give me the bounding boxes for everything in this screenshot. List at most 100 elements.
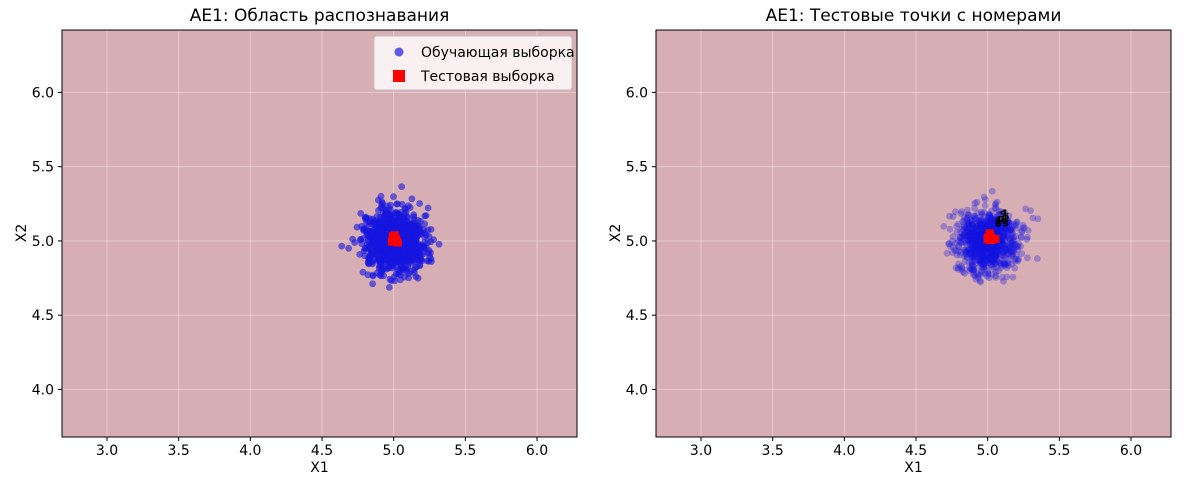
- train-point: [999, 259, 1007, 267]
- train-point: [987, 220, 995, 227]
- train-point: [964, 227, 971, 235]
- train-point: [961, 258, 969, 266]
- train-point: [973, 230, 981, 238]
- x-axis-label-left: X1: [310, 460, 329, 476]
- train-point: [978, 242, 986, 249]
- train-point: [977, 213, 985, 221]
- train-point: [987, 261, 995, 269]
- train-point: [1005, 212, 1013, 220]
- train-point: [997, 259, 1004, 267]
- train-point: [361, 252, 369, 260]
- train-point: [984, 270, 992, 278]
- train-point: [995, 243, 1003, 251]
- train-point: [1008, 223, 1015, 231]
- train-point: [983, 221, 991, 229]
- train-point: [997, 244, 1005, 252]
- x-tick-label: 4.0: [833, 443, 855, 459]
- x-tick-label: 4.5: [311, 443, 333, 459]
- train-point: [957, 228, 964, 236]
- train-point: [968, 237, 976, 245]
- train-point: [1001, 236, 1009, 244]
- train-point: [985, 244, 992, 252]
- train-point: [960, 236, 968, 243]
- train-point: [983, 217, 991, 225]
- x-tick-label: 5.0: [977, 443, 999, 459]
- train-point: [971, 241, 979, 249]
- train-point: [980, 255, 987, 263]
- train-point: [976, 277, 984, 285]
- train-point: [981, 222, 989, 230]
- train-point: [1009, 273, 1017, 281]
- y-tick-label: 5.0: [32, 234, 54, 250]
- train-point: [987, 244, 994, 252]
- train-point: [999, 248, 1007, 256]
- train-point: [1003, 218, 1011, 226]
- train-point: [1014, 246, 1022, 254]
- train-point: [1018, 250, 1026, 257]
- train-point: [972, 224, 980, 232]
- train-point: [1001, 241, 1009, 249]
- train-point: [973, 223, 980, 231]
- train-point: [985, 213, 993, 221]
- train-point: [971, 234, 979, 242]
- train-point: [1010, 221, 1018, 228]
- train-point: [1007, 253, 1015, 260]
- train-point: [997, 221, 1005, 229]
- train-point: [976, 230, 984, 238]
- train-point: [994, 217, 1002, 225]
- train-point: [982, 244, 990, 251]
- train-point: [992, 254, 1000, 261]
- train-point: [986, 254, 994, 262]
- train-point: [371, 255, 379, 263]
- train-point: [1007, 226, 1014, 233]
- train-point: [421, 212, 429, 220]
- legend-label: Тестовая выборка: [420, 69, 555, 85]
- train-point: [1011, 264, 1019, 272]
- train-point: [989, 258, 997, 266]
- train-point: [975, 237, 983, 245]
- train-point: [960, 221, 967, 229]
- train-point: [979, 252, 986, 260]
- train-point: [994, 246, 1001, 254]
- train-point: [971, 257, 978, 265]
- train-point: [983, 257, 991, 265]
- train-point: [992, 252, 1000, 260]
- train-point: [1001, 209, 1009, 216]
- y-tick-label: 5.0: [626, 234, 648, 250]
- train-point: [975, 240, 983, 248]
- train-point: [982, 251, 990, 259]
- train-point: [998, 212, 1006, 220]
- train-point: [990, 255, 998, 263]
- train-point: [987, 224, 995, 231]
- train-point: [970, 228, 978, 236]
- train-point: [992, 242, 1000, 250]
- train-point: [997, 223, 1004, 231]
- train-point: [980, 244, 988, 252]
- train-point: [984, 257, 991, 264]
- train-point: [992, 272, 1000, 280]
- train-point: [402, 205, 409, 213]
- train-point: [978, 232, 985, 240]
- train-point: [380, 213, 388, 221]
- train-point: [983, 254, 991, 261]
- train-point: [968, 253, 976, 260]
- train-point: [989, 246, 996, 254]
- train-point: [958, 208, 965, 216]
- y-tick-label: 5.5: [32, 160, 54, 176]
- train-point: [977, 234, 985, 242]
- train-point: [995, 223, 1003, 231]
- train-point: [999, 233, 1006, 241]
- train-point: [970, 252, 978, 260]
- train-point: [967, 235, 974, 243]
- train-point: [1001, 234, 1009, 242]
- train-point: [980, 260, 988, 268]
- train-point: [977, 224, 984, 232]
- train-point: [965, 233, 973, 240]
- train-point: [980, 256, 987, 263]
- train-point: [1009, 237, 1017, 245]
- train-point: [1000, 249, 1007, 256]
- train-point: [1000, 232, 1008, 240]
- train-point: [965, 211, 973, 219]
- x-tick-label: 5.5: [454, 443, 476, 459]
- train-point: [1009, 229, 1017, 237]
